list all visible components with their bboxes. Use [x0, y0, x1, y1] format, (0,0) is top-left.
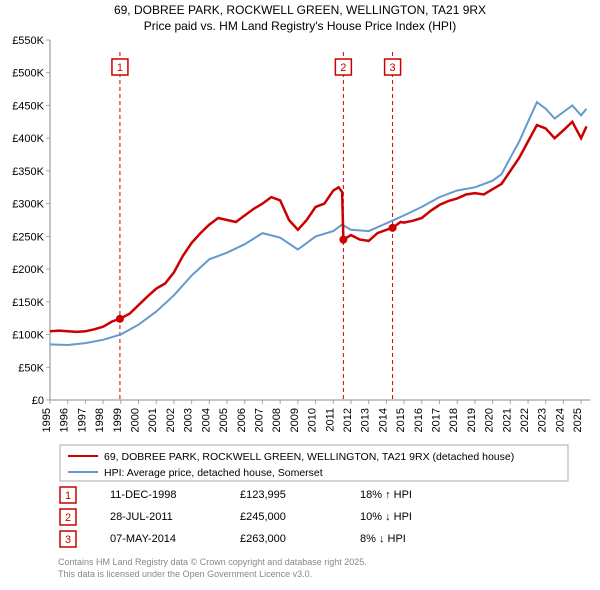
y-tick-label: £400K	[12, 133, 44, 145]
x-tick-label: 2011	[324, 408, 336, 432]
x-tick-label: 2023	[537, 408, 549, 432]
y-tick-label: £550K	[12, 35, 44, 47]
sale-point	[389, 224, 397, 232]
x-tick-label: 2019	[466, 408, 478, 432]
y-tick-label: £450K	[12, 100, 44, 112]
y-tick-label: £50K	[18, 362, 44, 374]
sale-delta: 18% ↑ HPI	[360, 489, 412, 501]
x-tick-label: 2003	[183, 408, 195, 432]
x-tick-label: 1999	[112, 408, 124, 432]
x-tick-label: 2020	[484, 408, 496, 432]
x-tick-label: 2002	[165, 408, 177, 432]
sale-point	[339, 236, 347, 244]
sale-point	[116, 315, 124, 323]
x-tick-label: 1996	[59, 408, 71, 432]
sale-marker-num: 1	[117, 62, 123, 74]
x-tick-label: 2024	[554, 408, 566, 432]
sale-delta: 8% ↓ HPI	[360, 533, 406, 545]
x-tick-label: 2025	[572, 408, 584, 432]
x-tick-label: 2009	[289, 408, 301, 432]
x-tick-label: 2021	[501, 408, 513, 432]
sale-price: £245,000	[240, 511, 286, 523]
sale-date: 11-DEC-1998	[110, 489, 176, 501]
y-tick-label: £500K	[12, 68, 44, 80]
y-tick-label: £250K	[12, 231, 44, 243]
chart-title: 69, DOBREE PARK, ROCKWELL GREEN, WELLING…	[114, 3, 486, 17]
footer-sale-num: 1	[65, 490, 71, 502]
y-tick-label: £300K	[12, 199, 44, 211]
price-chart: 69, DOBREE PARK, ROCKWELL GREEN, WELLING…	[0, 0, 600, 590]
footnote: This data is licensed under the Open Gov…	[58, 569, 312, 579]
x-tick-label: 2001	[147, 408, 159, 432]
x-tick-label: 2017	[431, 408, 443, 432]
sale-marker-num: 2	[340, 62, 346, 74]
y-tick-label: £200K	[12, 264, 44, 276]
x-tick-label: 2016	[413, 408, 425, 432]
x-tick-label: 2010	[307, 408, 319, 432]
x-tick-label: 2013	[360, 408, 372, 432]
sale-price: £263,000	[240, 533, 286, 545]
hpi-series	[50, 102, 587, 345]
legend-label: 69, DOBREE PARK, ROCKWELL GREEN, WELLING…	[104, 451, 514, 463]
sale-date: 07-MAY-2014	[110, 533, 176, 545]
x-tick-label: 2018	[448, 408, 460, 432]
y-tick-label: £100K	[12, 330, 44, 342]
x-tick-label: 2004	[200, 408, 212, 432]
y-tick-label: £150K	[12, 297, 44, 309]
sale-date: 28-JUL-2011	[110, 511, 173, 523]
sale-delta: 10% ↓ HPI	[360, 511, 412, 523]
x-tick-label: 2006	[236, 408, 248, 432]
x-tick-label: 1995	[41, 408, 53, 432]
footer-sale-num: 2	[65, 512, 71, 524]
sale-marker-num: 3	[390, 62, 396, 74]
x-tick-label: 2015	[395, 408, 407, 432]
x-tick-label: 2005	[218, 408, 230, 432]
x-tick-label: 2012	[342, 408, 354, 432]
property-series	[50, 122, 587, 332]
x-tick-label: 2000	[130, 408, 142, 432]
legend-label: HPI: Average price, detached house, Some…	[104, 467, 323, 479]
footer-sale-num: 3	[65, 534, 71, 546]
y-tick-label: £350K	[12, 166, 44, 178]
chart-subtitle: Price paid vs. HM Land Registry's House …	[144, 19, 456, 33]
x-tick-label: 2014	[377, 408, 389, 432]
footnote: Contains HM Land Registry data © Crown c…	[58, 557, 367, 567]
x-tick-label: 1998	[94, 408, 106, 432]
sale-price: £123,995	[240, 489, 286, 501]
x-tick-label: 2022	[519, 408, 531, 432]
y-tick-label: £0	[32, 395, 44, 407]
x-tick-label: 2007	[253, 408, 265, 432]
x-tick-label: 2008	[271, 408, 283, 432]
x-tick-label: 1997	[76, 408, 88, 432]
